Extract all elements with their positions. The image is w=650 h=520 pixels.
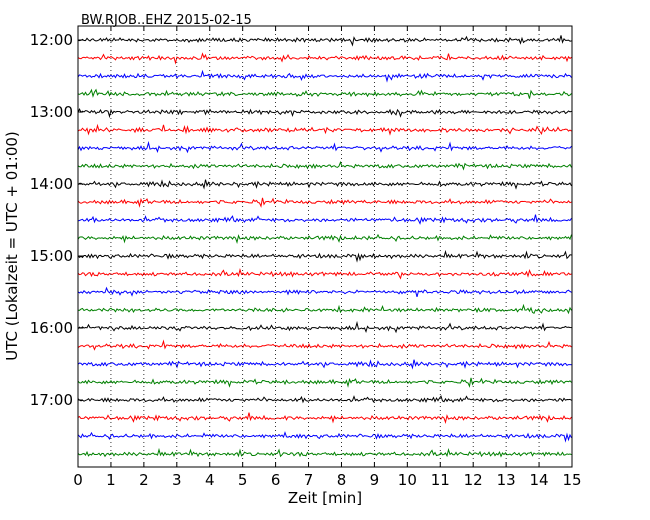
y-tick-label: 16:00 [30, 319, 73, 337]
x-tick-label: 14 [530, 471, 549, 489]
trace-1245 [77, 88, 572, 99]
x-tick-label: 6 [271, 471, 281, 489]
trace-1745 [77, 447, 572, 458]
trace-group [77, 35, 572, 458]
x-axis-title: Zeit [min] [288, 489, 362, 507]
trace-1700 [77, 395, 572, 404]
trace-1300 [77, 107, 572, 119]
y-tick-label: 17:00 [30, 391, 73, 409]
x-tick-label: 15 [562, 471, 581, 489]
x-tick-label: 3 [172, 471, 182, 489]
trace-1400 [77, 179, 572, 190]
trace-1715 [77, 412, 572, 425]
trace-1515 [77, 267, 572, 280]
x-tick-label: 9 [370, 471, 380, 489]
trace-1345 [77, 160, 572, 171]
trace-1545 [77, 303, 572, 315]
x-tick-label: 7 [304, 471, 314, 489]
trace-1645 [77, 377, 572, 388]
trace-1500 [77, 249, 572, 263]
trace-1615 [77, 339, 572, 351]
trace-1600 [77, 320, 572, 334]
trace-1415 [77, 197, 572, 208]
trace-1330 [77, 140, 572, 154]
x-tick-label: 2 [139, 471, 149, 489]
x-gridlines [110, 26, 540, 467]
y-tick-label: 15:00 [30, 247, 73, 265]
trace-1315 [77, 123, 572, 136]
x-tick-label: 1 [106, 471, 116, 489]
x-tick-label: 12 [464, 471, 483, 489]
x-tick-label: 8 [337, 471, 347, 489]
trace-1215 [77, 52, 572, 65]
x-tick-label: 4 [205, 471, 215, 489]
plot-frame [77, 25, 573, 468]
x-tick-label: 0 [73, 471, 83, 489]
x-tick-label: 13 [497, 471, 516, 489]
chart-title: BW.RJOB..EHZ 2015-02-15 [81, 13, 252, 28]
trace-1200 [77, 35, 572, 47]
x-axis-ticks: 0 1 2 3 4 5 6 7 8 9 10 11 12 13 14 15 [73, 26, 582, 489]
x-tick-label: 10 [398, 471, 417, 489]
trace-1730 [77, 431, 572, 443]
trace-1445 [77, 233, 572, 245]
x-tick-label: 11 [431, 471, 450, 489]
trace-1230 [77, 69, 572, 83]
y-axis-ticks: 12:00 13:00 14:00 15:00 16:00 17:00 [30, 31, 83, 409]
trace-1530 [77, 286, 572, 298]
y-axis-title: UTC (Lokalzeit = UTC + 01:00) [3, 131, 21, 361]
y-tick-label: 12:00 [30, 31, 73, 49]
x-tick-label: 5 [238, 471, 248, 489]
y-tick-label: 13:00 [30, 103, 73, 121]
trace-1630 [77, 359, 572, 370]
trace-1430 [77, 214, 572, 225]
y-tick-label: 14:00 [30, 175, 73, 193]
